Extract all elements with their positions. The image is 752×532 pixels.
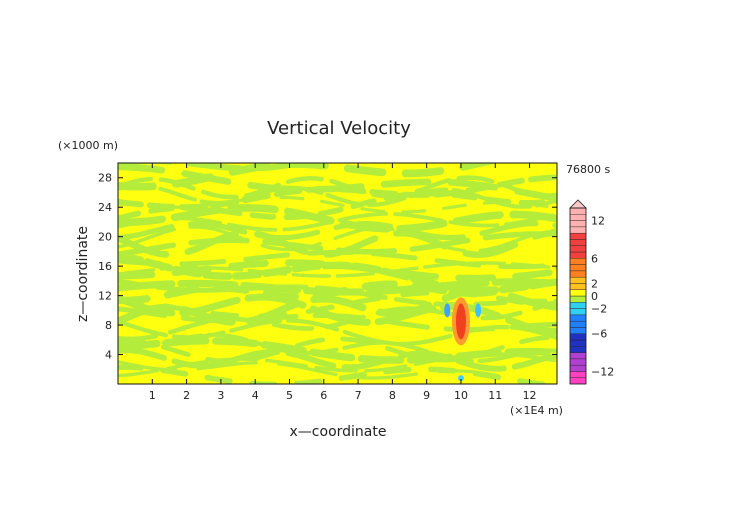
negative-velocity-band xyxy=(118,225,557,253)
negative-velocity-band xyxy=(118,183,557,209)
negative-velocity-band xyxy=(118,229,557,258)
colorbar-segment xyxy=(569,314,587,322)
colorbar-segment xyxy=(569,220,587,228)
plot-frame xyxy=(117,162,558,385)
colorbar-segment xyxy=(569,245,587,253)
y-tick-label: 24 xyxy=(98,201,112,214)
y-tick-label: 16 xyxy=(98,260,112,273)
negative-velocity-band xyxy=(118,204,557,233)
x-tick-label: 12 xyxy=(523,389,537,402)
negative-velocity-band xyxy=(118,278,557,307)
negative-velocity-band xyxy=(118,299,557,342)
negative-velocity-band xyxy=(118,251,557,294)
heatmap-area xyxy=(117,162,558,385)
x-axis-label: x—coordinate xyxy=(290,424,387,440)
negative-velocity-band xyxy=(118,195,557,214)
x-tick-label: 4 xyxy=(252,389,259,402)
colorbar-label: 2 xyxy=(591,277,598,290)
colorbar-segment xyxy=(569,308,587,316)
colorbar-segment xyxy=(569,377,587,385)
x-tick-label: 8 xyxy=(389,389,396,402)
colorbar-segment xyxy=(569,364,587,372)
colorbar-label: 6 xyxy=(591,252,598,265)
colorbar-segment xyxy=(569,346,587,353)
x-tick-label: 9 xyxy=(423,389,430,402)
y-tick-label: 12 xyxy=(98,290,112,303)
x-unit-label: (×1E4 m) xyxy=(510,404,563,417)
x-tick-label: 5 xyxy=(286,389,293,402)
updraft-core xyxy=(455,303,466,340)
y-tick-label: 20 xyxy=(98,231,112,244)
colorbar-label: −2 xyxy=(591,303,607,316)
y-axis-ticks: 4 8 12 16 20 24 28 xyxy=(98,172,557,362)
negative-velocity-band xyxy=(118,163,498,191)
downdraft-left xyxy=(444,303,451,318)
colorbar-segment xyxy=(569,339,587,347)
y-tick-label: 8 xyxy=(105,319,112,332)
negative-velocity-band xyxy=(118,220,557,241)
colorbar-segment xyxy=(569,352,587,360)
x-tick-label: 10 xyxy=(454,389,468,402)
negative-velocity-band xyxy=(118,163,315,172)
colorbar-label: 12 xyxy=(591,215,605,228)
y-unit-label: (×1000 m) xyxy=(58,139,118,152)
negative-velocity-band xyxy=(118,337,557,364)
negative-velocity-band xyxy=(118,175,557,200)
chart-title: Vertical Velocity xyxy=(267,118,411,139)
x-tick-label: 2 xyxy=(183,389,190,402)
negative-velocity-band xyxy=(118,163,557,202)
colorbar-segment xyxy=(569,226,587,234)
colorbar-overflow-arrow xyxy=(569,199,587,209)
x-tick-label: 1 xyxy=(149,389,156,402)
colorbar-frame xyxy=(569,207,587,385)
y-tick-label: 28 xyxy=(98,172,112,185)
x-tick-label: 3 xyxy=(217,389,224,402)
downdraft-right xyxy=(475,303,482,318)
colorbar-segment xyxy=(569,289,587,297)
colorbar-segment xyxy=(569,270,587,278)
colorbar-segment xyxy=(569,320,587,328)
y-axis-label: z—coordinate xyxy=(75,226,91,322)
colorbar-segment xyxy=(569,276,587,284)
x-tick-label: 6 xyxy=(320,389,327,402)
x-tick-label: 7 xyxy=(355,389,362,402)
colorbar-segment xyxy=(569,258,587,265)
colorbar-segment xyxy=(569,207,587,215)
colorbar-segment xyxy=(569,295,587,303)
colorbar-segment xyxy=(569,283,587,290)
negative-velocity-band xyxy=(118,212,557,232)
negative-velocity-band xyxy=(118,293,557,335)
colorbar-label: 0 xyxy=(591,290,598,303)
x-tick-label: 11 xyxy=(488,389,502,402)
x-axis-ticks: 1 2 3 4 5 6 7 8 9 10 11 12 xyxy=(149,163,537,402)
colorbar-segment xyxy=(569,232,587,240)
colorbar-label: −12 xyxy=(591,365,614,378)
colorbar-segment xyxy=(569,214,587,221)
time-label: 76800 s xyxy=(566,163,610,176)
negative-velocity-band xyxy=(118,347,557,372)
colorbar-segment xyxy=(569,239,587,246)
colorbar-segment xyxy=(569,302,587,309)
y-tick-label: 4 xyxy=(105,349,112,362)
colorbar-segment xyxy=(569,264,587,272)
colorbar-segment xyxy=(569,327,587,334)
surface-downdraft xyxy=(457,375,464,382)
colorbar-segment xyxy=(569,358,587,366)
colorbar: 12 6 20−2 −6 −12 xyxy=(569,199,614,385)
colorbar-segment xyxy=(569,371,587,378)
colorbar-segment xyxy=(569,251,587,259)
negative-velocity-band xyxy=(118,360,554,384)
colorbar-segment xyxy=(569,333,587,341)
colorbar-label: −6 xyxy=(591,328,607,341)
